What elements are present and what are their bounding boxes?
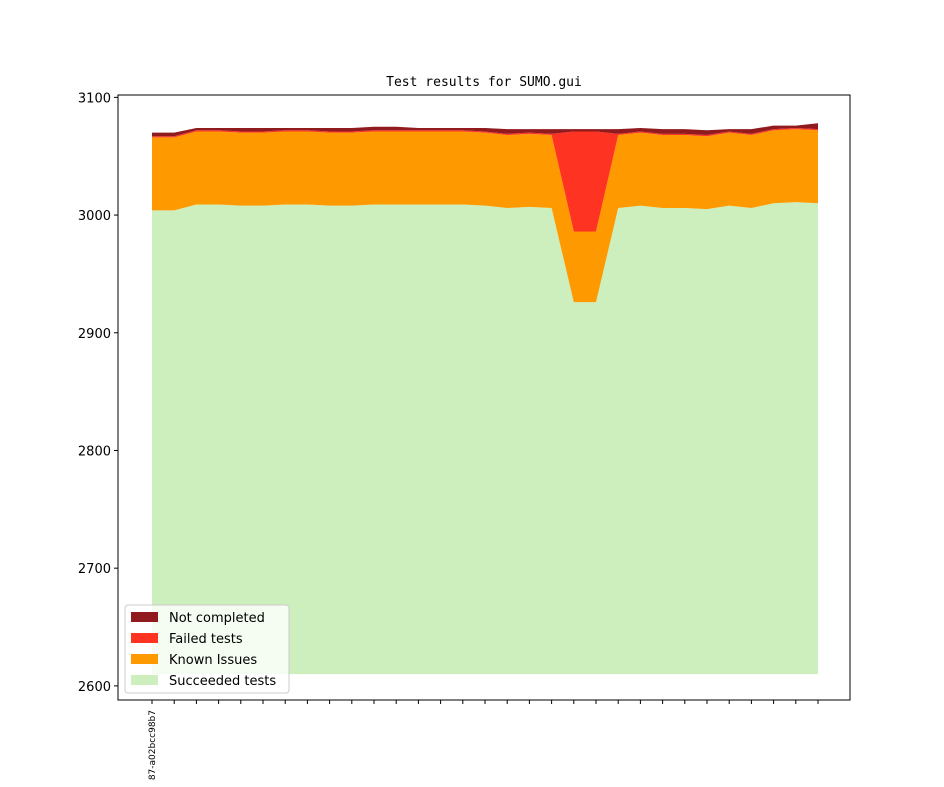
axes-frame <box>117 94 851 701</box>
area <box>152 123 818 137</box>
legend-label: Succeeded tests <box>169 674 276 689</box>
legend: Not completed Failed tests Known Issues Suc… <box>124 604 290 694</box>
legend-swatch <box>131 654 158 664</box>
legend-label: Not completed <box>169 611 265 626</box>
y-tick-label: 2900 <box>78 327 111 342</box>
area <box>152 129 818 303</box>
y-tick-label: 3000 <box>78 209 111 224</box>
legend-box <box>124 604 290 694</box>
legend-label: Known Issues <box>169 653 257 668</box>
y-tick-label: 2600 <box>78 680 111 695</box>
legend-swatch <box>131 612 158 622</box>
y-tick-label: 2700 <box>78 562 111 577</box>
y-tick-label: 3100 <box>78 91 111 106</box>
x-tick-label: 87-a02bcc98b7 <box>148 710 158 780</box>
chart-title: Test results for SUMO.gui <box>386 75 582 90</box>
y-tick-label: 2800 <box>78 444 111 459</box>
legend-label: Failed tests <box>169 632 243 647</box>
legend-swatch <box>131 633 158 643</box>
legend-swatch <box>131 675 158 685</box>
area <box>152 202 818 675</box>
plot-area <box>152 123 818 675</box>
